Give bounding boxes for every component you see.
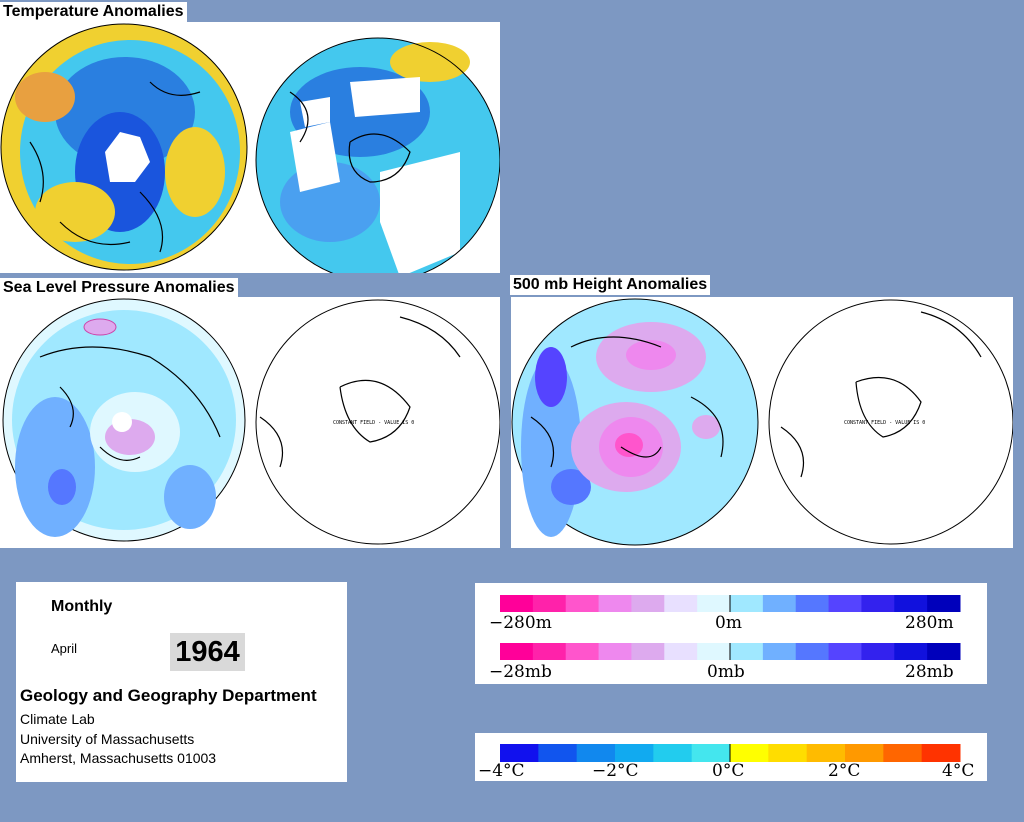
temperature-swatch-4 — [653, 744, 693, 762]
height-swatch-2 — [565, 595, 600, 612]
slp-globe-right: CONSTANT FIELD - VALUE IS 0 — [255, 299, 500, 545]
temp-label-1: −2°C — [592, 761, 639, 781]
height-swatch-0 — [500, 595, 534, 612]
pressure-swatch-13 — [927, 643, 961, 660]
pressure-colorbar — [500, 643, 961, 660]
pressure-swatch-10 — [828, 643, 862, 660]
height-swatch-11 — [861, 595, 895, 612]
pressure-mid-label: 0mb — [707, 662, 745, 682]
slp-panel: CONSTANT FIELD - VALUE IS 0 — [0, 297, 500, 548]
height-swatch-7 — [730, 595, 764, 612]
pressure-swatch-12 — [894, 643, 928, 660]
height-colorbar — [500, 595, 961, 612]
temperature-panel — [0, 22, 500, 273]
pressure-swatch-1 — [532, 643, 567, 660]
legend-bars — [500, 595, 961, 660]
temperature-globe-right — [255, 37, 500, 273]
height-min-label: −280m — [489, 613, 552, 633]
temperature-globe-left — [0, 23, 248, 271]
height-swatch-8 — [762, 595, 797, 612]
height-swatch-6 — [697, 595, 731, 612]
year-label: 1964 — [170, 633, 245, 671]
university-label: University of Massachusetts — [20, 731, 195, 747]
height-swatch-5 — [664, 595, 698, 612]
pressure-max-label: 28mb — [905, 662, 954, 682]
department-label: Geology and Geography Department — [20, 686, 317, 705]
height-swatch-4 — [631, 595, 665, 612]
height-mid-label: 0m — [715, 613, 742, 633]
lab-label: Climate Lab — [20, 711, 95, 727]
temperature-swatch-0 — [500, 744, 539, 762]
temperature-swatch-5 — [691, 744, 731, 762]
height-swatch-3 — [598, 595, 632, 612]
pressure-swatch-5 — [664, 643, 698, 660]
slp-constant-label: CONSTANT FIELD - VALUE IS 0 — [333, 420, 414, 426]
height-swatch-9 — [795, 595, 830, 612]
slp-globe-left — [2, 298, 246, 542]
pressure-swatch-7 — [730, 643, 764, 660]
address-label: Amherst, Massachusetts 01003 — [20, 750, 217, 766]
temp-label-2: 0°C — [712, 761, 745, 781]
temp-label-4: 4°C — [942, 761, 975, 781]
temperature-swatch-3 — [615, 744, 654, 762]
temperature-swatch-1 — [538, 744, 578, 762]
pressure-min-label: −28mb — [489, 662, 552, 682]
temperature-swatch-2 — [576, 744, 616, 762]
height-swatch-10 — [828, 595, 862, 612]
height-globe-left — [511, 298, 759, 546]
temperature-colorbar-svg — [500, 744, 961, 762]
height-panel: CONSTANT FIELD - VALUE IS 0 — [511, 297, 1013, 548]
slp-title: Sea Level Pressure Anomalies — [0, 278, 238, 298]
temperature-swatch-7 — [768, 744, 808, 762]
height-max-label: 280m — [905, 613, 954, 633]
temperature-swatch-9 — [845, 744, 884, 762]
height-maps: CONSTANT FIELD - VALUE IS 0 — [511, 298, 1013, 546]
temperature-swatch-11 — [921, 744, 961, 762]
pressure-swatch-8 — [762, 643, 797, 660]
temp-label-0: −4°C — [478, 761, 525, 781]
month-label: April — [51, 641, 78, 656]
temperature-swatch-10 — [883, 744, 923, 762]
temp-label-3: 2°C — [828, 761, 861, 781]
temperature-maps — [0, 23, 500, 273]
height-swatch-13 — [927, 595, 961, 612]
slp-maps: CONSTANT FIELD - VALUE IS 0 — [2, 298, 500, 545]
pressure-swatch-11 — [861, 643, 895, 660]
pressure-swatch-9 — [795, 643, 830, 660]
temperature-swatch-8 — [806, 744, 846, 762]
period-label: Monthly — [51, 598, 113, 615]
height-title: 500 mb Height Anomalies — [510, 275, 711, 295]
pressure-swatch-2 — [565, 643, 600, 660]
pressure-swatch-3 — [598, 643, 632, 660]
height-swatch-12 — [894, 595, 928, 612]
height-globe-right: CONSTANT FIELD - VALUE IS 0 — [768, 299, 1013, 545]
height-swatch-1 — [532, 595, 567, 612]
temperature-title: Temperature Anomalies — [0, 2, 187, 22]
temperature-swatch-6 — [730, 744, 769, 762]
height-constant-label: CONSTANT FIELD - VALUE IS 0 — [844, 420, 925, 426]
pressure-swatch-0 — [500, 643, 534, 660]
temperature-legend: −4°C −2°C 0°C 2°C 4°C — [475, 733, 987, 781]
pressure-swatch-4 — [631, 643, 665, 660]
pressure-swatch-6 — [697, 643, 731, 660]
info-box: Monthly April 1964 Geology and Geography… — [16, 582, 347, 782]
anomaly-legend: −280m 0m 280m −28mb 0mb 28mb — [475, 583, 987, 684]
temperature-colorbar — [500, 744, 961, 762]
